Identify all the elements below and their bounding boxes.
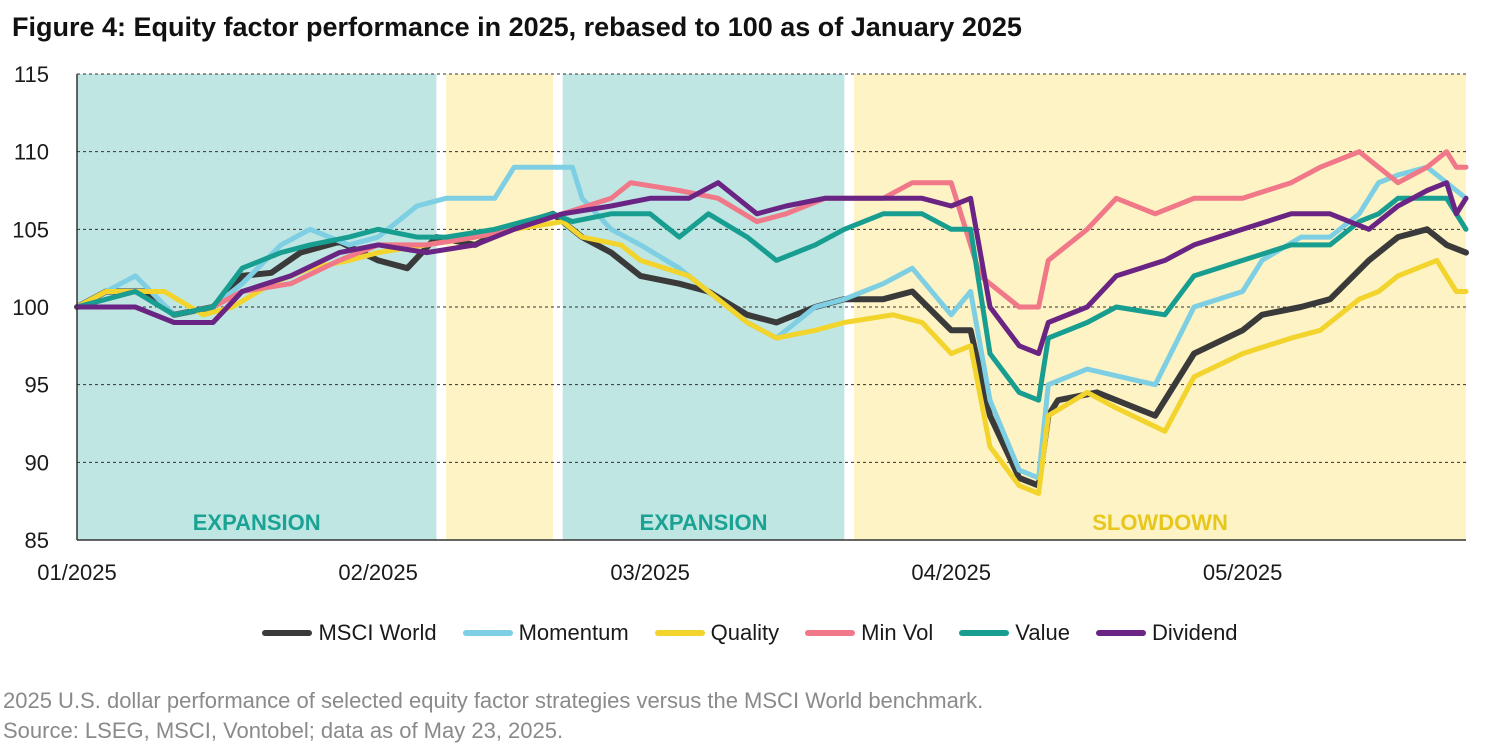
y-tick-label: 115	[14, 62, 49, 87]
series-line-quality	[74, 219, 1469, 496]
chart-title: Figure 4: Equity factor performance in 2…	[12, 12, 1022, 42]
series-lines	[74, 149, 1469, 496]
line-chart: EXPANSION EXPANSION SLOWDOWN 85 90 95 100 105 1…	[12, 62, 1469, 585]
legend-label: Min Vol	[861, 620, 934, 645]
x-tick-label: 04/2025	[911, 560, 991, 585]
y-tick-label: 110	[14, 140, 49, 165]
legend-label: Dividend	[1151, 620, 1238, 645]
y-tick-label: 95	[25, 373, 49, 398]
legend-swatch	[959, 630, 1010, 636]
legend-item-min-vol: Min Vol	[805, 620, 933, 646]
series-line-momentum	[74, 164, 1469, 481]
phase-labels: EXPANSION EXPANSION SLOWDOWN	[193, 510, 1228, 535]
legend-item-msci-world: MSCI World	[262, 620, 437, 646]
series-line-min-vol	[74, 149, 1469, 318]
legend-swatch	[1095, 630, 1146, 636]
legend-label: Quality	[710, 620, 780, 645]
y-tick-label: 105	[12, 217, 49, 242]
caption-source: Source: LSEG, MSCI, Vontobel; data as of…	[3, 718, 564, 743]
legend-label: Value	[1015, 620, 1070, 645]
axes: 85 90 95 100 105 110 115 01/2025 02/2025 03/2025 0…	[12, 62, 1466, 585]
x-tick-label: 02/2025	[338, 560, 418, 585]
legend-item-quality: Quality	[654, 620, 780, 646]
phase-label-slowdown: SLOWDOWN	[1092, 510, 1228, 535]
legend-swatch	[262, 630, 313, 636]
y-tick-label: 100	[12, 295, 49, 320]
x-tick-label: 01/2025	[37, 560, 117, 585]
legend-item-value: Value	[959, 620, 1070, 646]
legend-swatch	[654, 630, 705, 636]
x-tick-label: 03/2025	[610, 560, 690, 585]
phase-label-expansion: EXPANSION	[193, 510, 321, 535]
legend-item-dividend: Dividend	[1095, 620, 1238, 646]
legend: MSCI World Momentum Quality Min Vol Value Div…	[0, 620, 1500, 646]
phase-label-expansion: EXPANSION	[640, 510, 768, 535]
legend-label: Momentum	[518, 620, 629, 645]
series-line-value	[74, 195, 1469, 403]
series-line-dividend	[74, 180, 1469, 357]
legend-swatch	[805, 630, 856, 636]
legend-item-momentum: Momentum	[462, 620, 629, 646]
y-tick-label: 90	[25, 450, 49, 475]
legend-label: MSCI World	[318, 620, 437, 645]
caption-description: 2025 U.S. dollar performance of selected…	[3, 688, 984, 713]
x-tick-label: 05/2025	[1203, 560, 1283, 585]
phase-bands	[77, 74, 1466, 540]
y-tick-label: 85	[25, 528, 49, 553]
legend-swatch	[462, 630, 513, 636]
